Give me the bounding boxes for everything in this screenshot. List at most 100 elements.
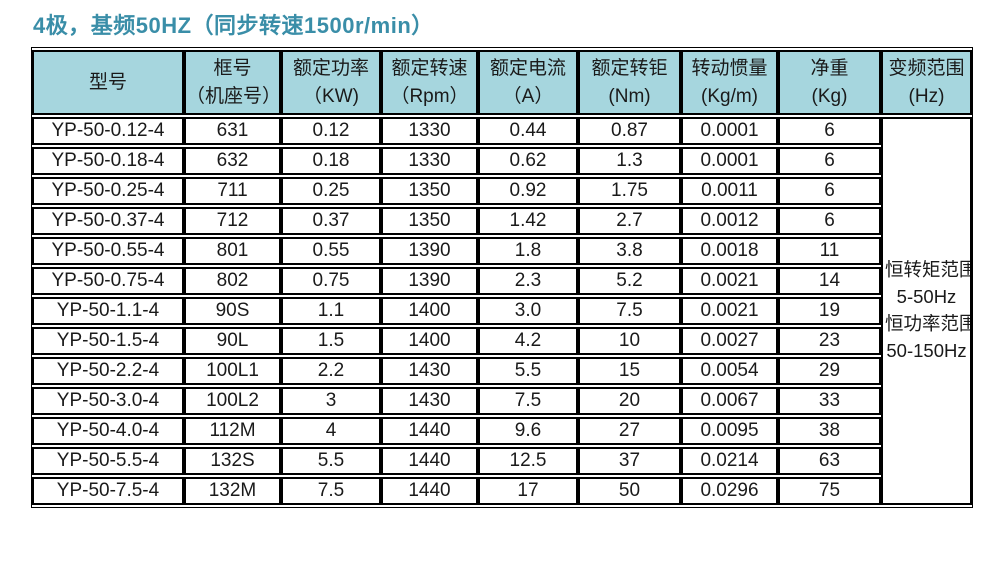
cell-frame: 631 — [184, 116, 281, 145]
cell-frame: 100L1 — [184, 356, 281, 385]
frequency-range-line: 恒转矩范围 — [885, 259, 972, 281]
cell-inertia: 0.0001 — [681, 116, 778, 145]
cell-model: YP-50-0.18-4 — [32, 146, 184, 175]
header-label: 转动惯量 — [691, 58, 768, 79]
table-row: YP-50-0.25-4 711 0.25 1350 0.92 1.75 0.0011 6 — [32, 176, 972, 205]
header-label: 额定转速 — [391, 58, 468, 79]
column-header-frequency-range: 变频范围 (Hz) — [881, 50, 972, 115]
cell-frame: 100L2 — [184, 386, 281, 415]
cell-frame: 132M — [184, 476, 281, 505]
cell-rated-speed: 1400 — [381, 326, 478, 355]
header-label: 型号 — [88, 71, 127, 93]
cell-rated-current: 0.92 — [478, 176, 578, 205]
cell-rated-power: 5.5 — [281, 446, 381, 475]
table-row: YP-50-4.0-4 112M 4 1440 9.6 27 0.0095 38 — [32, 416, 972, 445]
cell-net-weight: 6 — [778, 176, 881, 205]
cell-rated-speed: 1330 — [381, 146, 478, 175]
table-row: YP-50-0.55-4 801 0.55 1390 1.8 3.8 0.0018 11 — [32, 236, 972, 265]
table-row: YP-50-3.0-4 100L2 3 1430 7.5 20 0.0067 33 — [32, 386, 972, 415]
frequency-range-line: 50-150Hz — [886, 339, 967, 361]
header-unit: (Kg/m) — [701, 86, 758, 108]
header-unit: (Kg) — [811, 86, 848, 108]
cell-inertia: 0.0021 — [681, 266, 778, 295]
cell-rated-current: 7.5 — [478, 386, 578, 415]
cell-rated-speed: 1440 — [381, 476, 478, 505]
header-label: 额定电流 — [489, 58, 566, 79]
cell-net-weight: 6 — [778, 146, 881, 175]
cell-net-weight: 63 — [778, 446, 881, 475]
cell-rated-power: 1.5 — [281, 326, 381, 355]
cell-rated-torque: 50 — [578, 476, 681, 505]
cell-rated-current: 1.8 — [478, 236, 578, 265]
cell-model: YP-50-0.25-4 — [32, 176, 184, 205]
cell-rated-current: 17 — [478, 476, 578, 505]
cell-rated-speed: 1350 — [381, 206, 478, 235]
table-row: YP-50-7.5-4 132M 7.5 1440 17 50 0.0296 75 — [32, 476, 972, 505]
cell-inertia: 0.0054 — [681, 356, 778, 385]
cell-rated-power: 0.37 — [281, 206, 381, 235]
cell-inertia: 0.0027 — [681, 326, 778, 355]
page-title: 4极，基频50HZ（同步转速1500r/min） — [33, 13, 434, 38]
header-label: 变频范围 — [888, 58, 965, 79]
header-unit: （KW) — [303, 86, 359, 108]
cell-net-weight: 11 — [778, 236, 881, 265]
cell-frame: 711 — [184, 176, 281, 205]
cell-rated-current: 2.3 — [478, 266, 578, 295]
cell-inertia: 0.0067 — [681, 386, 778, 415]
cell-rated-current: 5.5 — [478, 356, 578, 385]
header-unit: (Nm) — [608, 86, 651, 108]
cell-model: YP-50-4.0-4 — [32, 416, 184, 445]
cell-rated-power: 0.12 — [281, 116, 381, 145]
cell-rated-power: 2.2 — [281, 356, 381, 385]
frequency-range-cell: 恒转矩范围 5-50Hz 恒功率范围 50-150Hz — [881, 116, 972, 505]
cell-frame: 802 — [184, 266, 281, 295]
motor-spec-table: 型号 框号 （机座号） 额定功率 （KW) 额定转速 （Rpm） 额定电流 — [31, 47, 973, 508]
cell-inertia: 0.0001 — [681, 146, 778, 175]
cell-rated-speed: 1400 — [381, 296, 478, 325]
cell-rated-power: 0.25 — [281, 176, 381, 205]
cell-rated-speed: 1440 — [381, 446, 478, 475]
column-header-inertia: 转动惯量 (Kg/m) — [681, 50, 778, 115]
column-header-rated-current: 额定电流 （A） — [478, 50, 578, 115]
cell-rated-torque: 0.87 — [578, 116, 681, 145]
cell-frame: 90S — [184, 296, 281, 325]
header-unit: （A） — [502, 86, 554, 108]
cell-net-weight: 23 — [778, 326, 881, 355]
cell-rated-torque: 10 — [578, 326, 681, 355]
table-row: YP-50-0.12-4 631 0.12 1330 0.44 0.87 0.0001 6 恒转… — [32, 116, 972, 505]
cell-rated-torque: 1.75 — [578, 176, 681, 205]
header-unit: （Rpm） — [390, 86, 469, 108]
cell-rated-speed: 1430 — [381, 386, 478, 415]
cell-frame: 90L — [184, 326, 281, 355]
cell-frame: 712 — [184, 206, 281, 235]
cell-rated-power: 7.5 — [281, 476, 381, 505]
header-label: 框号 — [213, 58, 252, 79]
header-unit: (Hz) — [908, 86, 945, 108]
cell-net-weight: 29 — [778, 356, 881, 385]
cell-rated-current: 9.6 — [478, 416, 578, 445]
cell-net-weight: 6 — [778, 206, 881, 235]
cell-rated-power: 0.55 — [281, 236, 381, 265]
cell-inertia: 0.0214 — [681, 446, 778, 475]
cell-rated-torque: 37 — [578, 446, 681, 475]
cell-net-weight: 6 — [778, 116, 881, 145]
cell-frame: 632 — [184, 146, 281, 175]
cell-rated-speed: 1390 — [381, 266, 478, 295]
header-label: 净重 — [810, 58, 849, 79]
cell-model: YP-50-3.0-4 — [32, 386, 184, 415]
cell-rated-torque: 27 — [578, 416, 681, 445]
header-unit: （机座号） — [186, 86, 281, 108]
column-header-rated-speed: 额定转速 （Rpm） — [381, 50, 478, 115]
cell-net-weight: 14 — [778, 266, 881, 295]
cell-rated-speed: 1330 — [381, 116, 478, 145]
cell-inertia: 0.0296 — [681, 476, 778, 505]
cell-inertia: 0.0021 — [681, 296, 778, 325]
cell-frame: 132S — [184, 446, 281, 475]
header-label: 额定功率 — [292, 58, 369, 79]
table-row: YP-50-0.75-4 802 0.75 1390 2.3 5.2 0.0021 14 — [32, 266, 972, 295]
column-header-rated-power: 额定功率 （KW) — [281, 50, 381, 115]
cell-net-weight: 19 — [778, 296, 881, 325]
cell-model: YP-50-5.5-4 — [32, 446, 184, 475]
cell-frame: 112M — [184, 416, 281, 445]
column-header-rated-torque: 额定转钜 (Nm) — [578, 50, 681, 115]
